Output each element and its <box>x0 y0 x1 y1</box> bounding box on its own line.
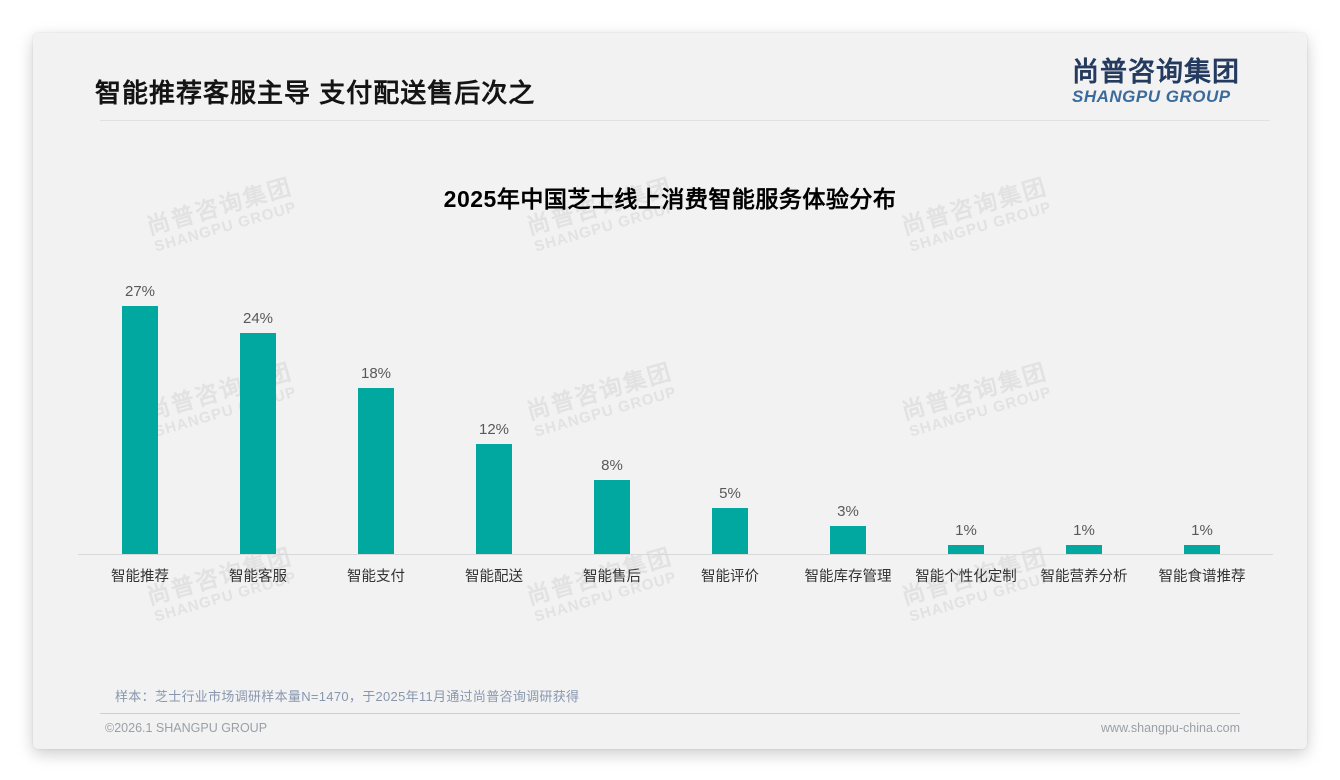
bar <box>1184 544 1220 554</box>
footer-divider <box>100 713 1240 714</box>
chart-title: 2025年中国芝士线上消费智能服务体验分布 <box>443 186 897 212</box>
sample-note: 样本：芝士行业市场调研样本量N=1470，于2025年11月通过尚普咨询调研获得 <box>115 689 580 704</box>
slide-card: 尚普咨询集团 SHANGPU GROUP 尚普咨询集团 SHANGPU GROUP 尚普… <box>33 33 1307 749</box>
bar-column: 12% <box>435 263 553 554</box>
category-label: 智能客服 <box>229 569 287 585</box>
company-logo: 尚普咨询集团 SHANGPU GROUP <box>1072 57 1240 106</box>
category-label: 智能推荐 <box>111 569 169 585</box>
bar-value-label: 18% <box>360 365 392 383</box>
bar <box>948 544 984 554</box>
bar-column: 3% <box>789 263 907 554</box>
category-label: 智能评价 <box>701 569 759 585</box>
bar <box>712 508 748 554</box>
bar-value-label: 27% <box>124 282 156 300</box>
category-label: 智能配送 <box>465 569 523 585</box>
category-row: 智能推荐 智能客服 智能支付 智能配送 智能售后 智能评价 智能库存管理 智能个性化定制 智能营… <box>81 565 1261 586</box>
bar <box>240 333 276 554</box>
bar-value-label: 12% <box>478 420 510 438</box>
bar-value-label: 3% <box>837 503 859 521</box>
title-divider <box>100 120 1270 121</box>
logo-cn-text: 尚普咨询集团 <box>1072 57 1240 87</box>
category-label: 智能营养分析 <box>1040 569 1128 585</box>
bar-value-label: 1% <box>955 521 977 539</box>
bar <box>1066 544 1102 554</box>
bar-column: 24% <box>199 263 317 554</box>
category-label: 智能个性化定制 <box>915 569 1017 585</box>
x-axis-line <box>78 554 1273 555</box>
bar-value-label: 1% <box>1073 521 1095 539</box>
bar-value-label: 24% <box>242 310 274 328</box>
bar-column: 27% <box>81 263 199 554</box>
bar-column: 1% <box>1025 263 1143 554</box>
plot-area: 27% 24% 18% 12% 8% 5% 3% 1% 1% 1% <box>81 263 1261 554</box>
category-label: 智能支付 <box>347 569 405 585</box>
bar <box>358 388 394 554</box>
footer-copyright: ©2026.1 SHANGPU GROUP <box>105 721 268 735</box>
bar-value-label: 8% <box>601 457 623 475</box>
bar-value-label: 1% <box>1191 521 1213 539</box>
bar-value-label: 5% <box>719 485 741 502</box>
category-label: 智能食谱推荐 <box>1158 569 1246 585</box>
bar-column: 8% <box>553 263 671 554</box>
bar <box>594 480 630 554</box>
bar-column: 1% <box>907 263 1025 554</box>
bar-column: 5% <box>671 263 789 554</box>
category-label: 智能售后 <box>583 569 641 585</box>
bar-column: 18% <box>317 263 435 554</box>
bar-column: 1% <box>1143 263 1261 554</box>
category-label: 智能库存管理 <box>804 569 892 585</box>
logo-en-text: SHANGPU GROUP <box>1072 87 1231 107</box>
bar <box>476 443 512 554</box>
bar <box>122 305 158 554</box>
bar <box>830 526 866 554</box>
page-title: 智能推荐客服主导 支付配送售后次之 <box>95 78 536 108</box>
footer-website: www.shangpu-china.com <box>1101 721 1240 735</box>
